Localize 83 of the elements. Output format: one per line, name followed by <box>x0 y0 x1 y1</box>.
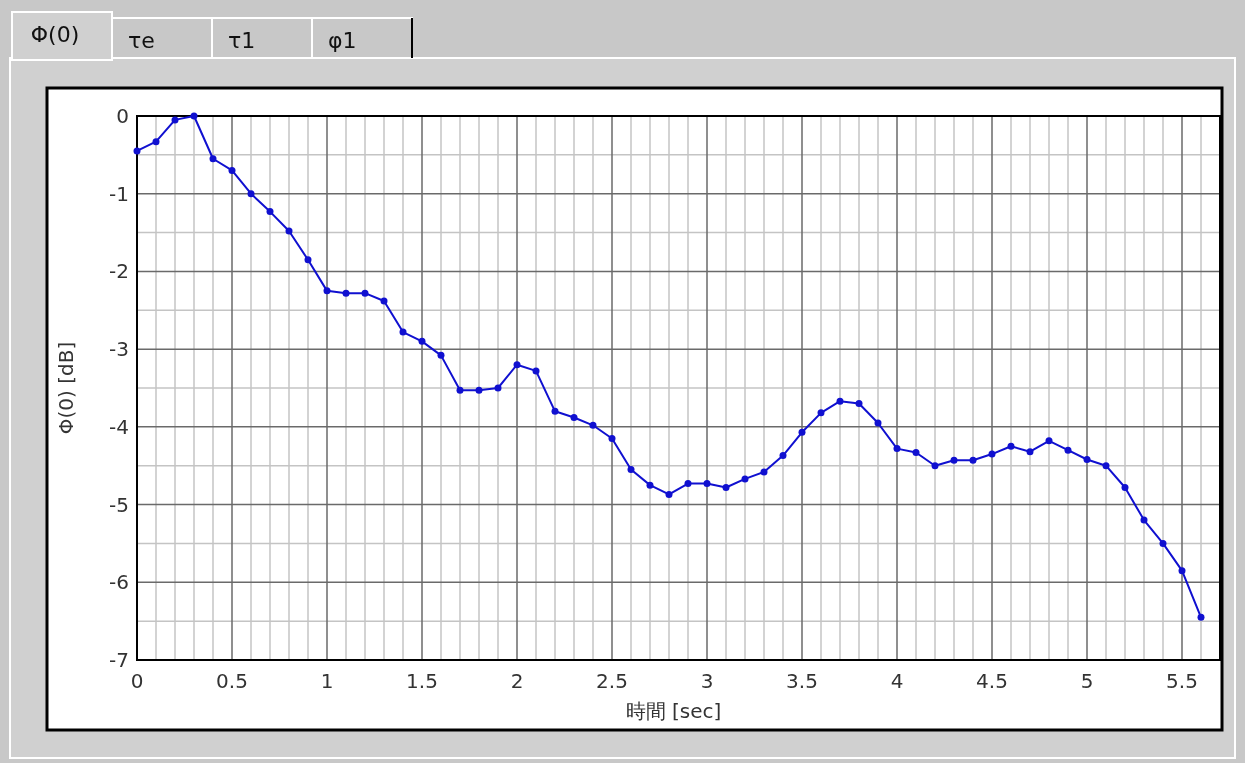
point <box>855 400 863 408</box>
point <box>323 287 331 295</box>
y-tick-label: -5 <box>109 492 129 517</box>
point <box>1140 516 1148 524</box>
point <box>684 480 692 488</box>
x-tick-label: 5 <box>1080 669 1094 693</box>
point <box>1007 442 1015 450</box>
point <box>741 475 749 483</box>
point <box>703 480 711 488</box>
point <box>475 386 483 394</box>
x-tick-label: 0.5 <box>216 669 248 693</box>
x-tick-label: 5.5 <box>1166 669 1198 693</box>
point <box>570 414 578 422</box>
point <box>722 483 730 491</box>
point <box>760 468 768 476</box>
point <box>266 208 274 216</box>
point <box>1026 448 1034 456</box>
point <box>1197 613 1205 621</box>
point <box>1178 567 1186 575</box>
point <box>399 328 407 336</box>
y-tick-label: -3 <box>109 337 129 362</box>
point <box>646 481 654 489</box>
point <box>418 337 426 345</box>
point <box>1121 483 1129 491</box>
point <box>361 289 369 297</box>
text: τe <box>128 28 155 53</box>
point <box>608 435 616 443</box>
x-axis-title: 時間 [sec] <box>625 699 722 723</box>
point <box>1064 446 1072 454</box>
point <box>494 384 502 392</box>
point <box>342 289 350 297</box>
point <box>836 397 844 405</box>
point <box>950 456 958 464</box>
point <box>1102 462 1110 470</box>
point <box>798 428 806 436</box>
point <box>1159 539 1167 547</box>
point <box>513 361 521 369</box>
y-tick-label: -1 <box>109 181 129 206</box>
x-tick-label: 3.5 <box>786 669 818 693</box>
point <box>456 386 464 394</box>
x-tick-label: 1.5 <box>406 669 438 693</box>
x-tick-label: 0 <box>130 669 144 693</box>
point <box>380 297 388 305</box>
point <box>665 490 673 498</box>
y-tick-label: -6 <box>109 570 129 595</box>
point <box>874 419 882 427</box>
point <box>627 466 635 474</box>
text: Φ(0) <box>30 22 80 47</box>
y-tick-label: -4 <box>109 414 129 439</box>
x-tick-label: 3 <box>700 669 714 693</box>
point <box>190 112 198 120</box>
x-tick-label: 2 <box>510 669 524 693</box>
x-tick-label: 1 <box>320 669 334 693</box>
point <box>152 138 160 146</box>
point <box>532 367 540 375</box>
point <box>209 155 217 163</box>
point <box>228 166 236 174</box>
point <box>912 449 920 456</box>
y-tick-label: -7 <box>109 648 129 672</box>
point <box>893 445 901 453</box>
point <box>931 462 939 470</box>
y-axis-title: Φ(0) [dB] <box>54 341 78 435</box>
text: φ1 <box>328 28 357 53</box>
x-tick-label: 2.5 <box>596 669 628 693</box>
point <box>133 147 141 155</box>
point <box>304 256 312 264</box>
x-tick-label: 4 <box>890 669 904 693</box>
point <box>551 407 559 415</box>
point <box>247 190 255 198</box>
point <box>437 351 445 359</box>
point <box>171 116 179 124</box>
point <box>589 421 597 429</box>
point <box>988 450 996 458</box>
y-tick-label: -2 <box>109 259 129 284</box>
point <box>285 227 293 235</box>
point <box>817 409 825 417</box>
x-tick-label: 4.5 <box>976 669 1008 693</box>
point <box>1045 437 1053 445</box>
text: τ1 <box>228 28 256 53</box>
point <box>969 456 977 464</box>
y-tick-label: 0 <box>116 104 129 128</box>
point <box>779 452 787 460</box>
point <box>1083 456 1091 463</box>
